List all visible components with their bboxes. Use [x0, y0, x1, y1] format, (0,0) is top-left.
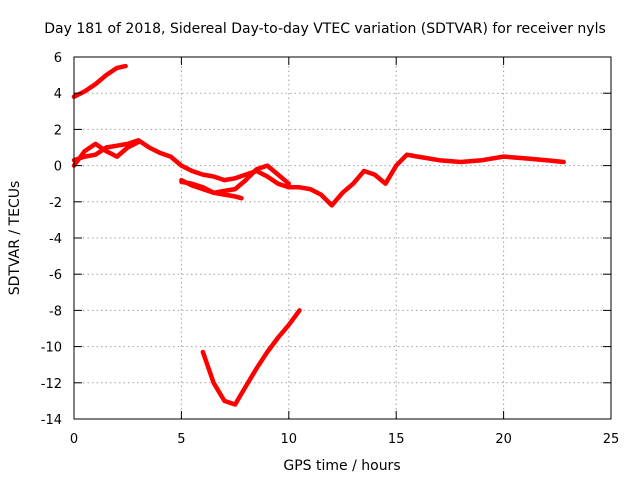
chart-title: Day 181 of 2018, Sidereal Day-to-day VTE… [44, 21, 606, 37]
plot-frame [73, 56, 612, 420]
x-tick-label: 25 [603, 432, 620, 447]
y-tick-label: 6 [54, 51, 62, 66]
series-arc-3 [71, 139, 141, 168]
y-tick-label: -4 [49, 232, 62, 247]
y-tick-label: -2 [49, 196, 62, 211]
x-tick-label: 15 [388, 432, 405, 447]
series-arc-1 [71, 63, 128, 100]
x-axis-title: GPS time / hours [283, 458, 400, 474]
y-tick-label: 4 [54, 87, 62, 102]
series-arc-6 [200, 308, 302, 407]
x-tick-label: 0 [70, 432, 78, 447]
y-tick-label: -12 [41, 377, 62, 392]
y-tick-label: -10 [41, 341, 62, 356]
y-tick-label: 0 [54, 160, 62, 175]
y-tick-label: -14 [41, 413, 62, 428]
y-tick-label: -6 [49, 268, 62, 283]
y-axis-title: SDTVAR / TECUs [7, 181, 23, 296]
x-tick-label: 10 [281, 432, 298, 447]
y-tick-label: -8 [49, 304, 62, 319]
series-arc-2 [71, 138, 566, 208]
grid [74, 57, 611, 419]
data-series [71, 63, 566, 407]
x-tick-label: 20 [495, 432, 512, 447]
series-arc-5 [179, 177, 244, 201]
x-tick-label: 5 [177, 432, 185, 447]
y-tick-label: 2 [54, 123, 62, 138]
